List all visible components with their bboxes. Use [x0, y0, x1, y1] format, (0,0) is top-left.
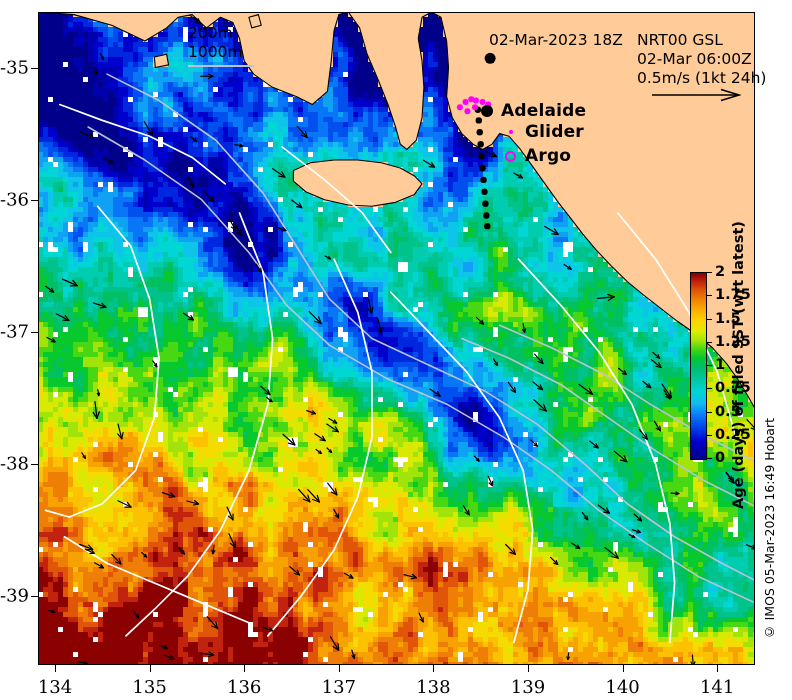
x-tick-label: 140	[605, 677, 640, 698]
colorbar-tick-label: 1.25	[715, 333, 751, 350]
colorbar-gradient	[691, 273, 706, 459]
colorbar-tick-label: 0.5	[715, 403, 741, 420]
title-date: 02-Mar-2023 18Z	[489, 31, 623, 49]
x-tick-label: 138	[416, 677, 451, 698]
source-model: NRT00 GSL	[637, 31, 723, 49]
glider-marker-icon	[509, 130, 513, 134]
colorbar-tick-label: 2	[715, 264, 726, 280]
source-info: NRT00 GSL 02-Mar 06:00Z 0.5m/s (1kt 24h)	[637, 31, 766, 88]
adelaide-marker-icon	[481, 105, 493, 117]
legend-item-argo: Argo	[505, 146, 571, 166]
bathymetry-scalebar: 200m 1000m	[188, 24, 254, 67]
colorbar-tick	[707, 458, 712, 459]
scalebar-line	[188, 65, 254, 67]
y-tick-label: -35	[0, 57, 29, 79]
colorbar-tick	[707, 272, 712, 273]
x-tick	[622, 665, 624, 672]
x-tick	[433, 665, 435, 672]
source-velocity-scale: 0.5m/s (1kt 24h)	[637, 69, 767, 87]
x-tick	[527, 665, 529, 672]
x-tick	[717, 665, 719, 672]
y-tick	[31, 331, 38, 333]
legend-item-adelaide: Adelaide	[481, 101, 586, 121]
scalebar-label-200m: 200m	[188, 24, 233, 42]
sst-age-heatmap	[38, 12, 755, 665]
legend-label-argo: Argo	[525, 146, 572, 166]
x-tick-label: 135	[132, 677, 167, 698]
colorbar	[690, 272, 707, 460]
colorbar-tick-label: 1.5	[715, 310, 741, 327]
colorbar-tick-label: 1.75	[715, 287, 751, 304]
colorbar-title: Age (days) of filled SST (wrt latest)	[731, 221, 747, 509]
velocity-scale-arrow-icon	[652, 88, 742, 102]
colorbar-tick	[707, 318, 712, 320]
colorbar-tick	[707, 388, 712, 390]
y-tick-label: -39	[0, 585, 29, 607]
y-tick	[31, 199, 38, 201]
credit-text: © IMOS 05-Mar-2023 16:49 Hobart	[762, 418, 777, 640]
x-tick	[55, 665, 57, 672]
y-tick-label: -38	[0, 453, 29, 475]
x-tick-label: 134	[37, 677, 73, 698]
legend-label-adelaide: Adelaide	[501, 101, 587, 121]
colorbar-tick	[707, 365, 712, 366]
source-time: 02-Mar 06:00Z	[637, 50, 752, 68]
x-tick	[149, 665, 151, 672]
y-tick-label: -36	[0, 189, 29, 211]
x-tick	[338, 665, 340, 672]
y-tick-label: -37	[0, 321, 29, 343]
colorbar-tick-label: 0.75	[715, 380, 751, 397]
x-tick-label: 136	[227, 677, 262, 698]
colorbar-tick	[707, 341, 712, 343]
x-tick-label: 137	[321, 677, 356, 698]
colorbar-tick	[707, 295, 712, 297]
y-tick	[31, 464, 38, 466]
colorbar-tick-label: 1	[715, 357, 726, 373]
colorbar-tick-label: 0.25	[715, 426, 751, 443]
y-tick	[31, 67, 38, 69]
x-tick	[244, 665, 246, 672]
legend-item-glider: Glider	[505, 122, 584, 142]
x-tick-label: 139	[510, 677, 546, 698]
x-tick-label: 141	[699, 677, 735, 698]
colorbar-tick	[707, 434, 712, 436]
colorbar-tick	[707, 411, 712, 413]
y-tick	[31, 596, 38, 598]
argo-marker-icon	[505, 150, 516, 162]
map-panel	[38, 12, 755, 665]
scalebar-label-1000m: 1000m	[188, 43, 243, 61]
legend-label-glider: Glider	[525, 122, 584, 142]
colorbar-tick-label: 0	[715, 450, 726, 466]
